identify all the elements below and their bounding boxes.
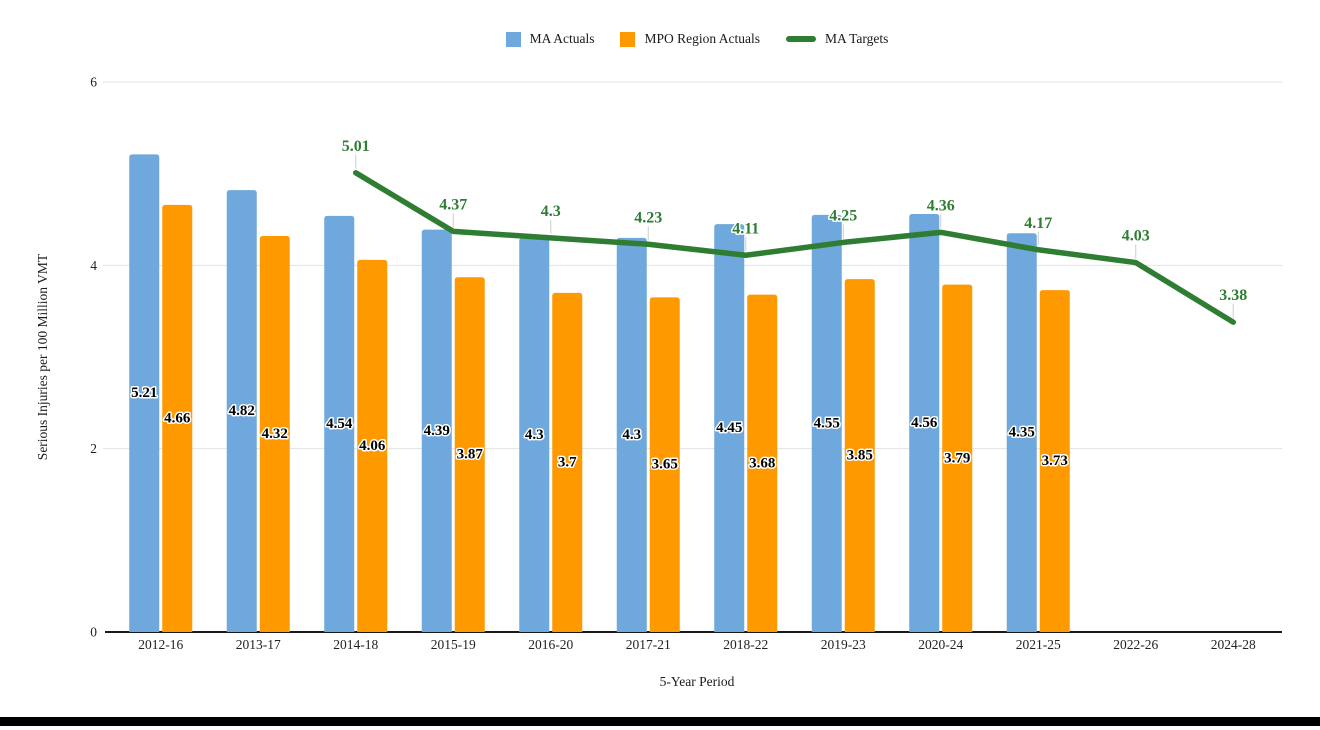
y-tick-label: 2 (90, 441, 97, 456)
x-tick-label: 2018-22 (723, 637, 768, 652)
bar-value-label: 5.21 (131, 385, 157, 401)
bar-value-label: 4.45 (716, 420, 742, 436)
bar-value-label: 4.82 (229, 403, 255, 419)
bar-mpo-region-actuals (259, 236, 290, 632)
legend-label: MA Actuals (529, 31, 595, 46)
x-tick-label: 2013-17 (236, 637, 281, 652)
legend-swatch (505, 31, 521, 47)
bar-value-label: 4.32 (262, 426, 288, 442)
bar-value-label: 3.79 (944, 450, 970, 466)
legend-label: MA Targets (824, 31, 889, 46)
bar-ma-actuals (226, 190, 257, 632)
bar-value-label: 4.66 (164, 410, 191, 426)
target-value-label: 4.25 (829, 207, 857, 224)
target-value-label: 4.23 (634, 209, 662, 226)
x-tick-label: 2022-26 (1113, 637, 1158, 652)
target-value-label: 4.11 (732, 220, 759, 237)
target-value-label: 4.37 (439, 196, 467, 213)
bar-mpo-region-actuals (649, 297, 680, 632)
bar-ma-actuals (129, 154, 160, 632)
bar-mpo-region-actuals (162, 204, 193, 632)
x-tick-label: 2015-19 (431, 637, 476, 652)
bar-value-label: 4.35 (1009, 425, 1035, 441)
legend-label: MPO Region Actuals (644, 31, 760, 46)
legend-item-ma-actuals: MA Actuals (505, 31, 595, 47)
bar-value-label: 4.06 (359, 438, 386, 454)
x-tick-label: 2017-21 (626, 637, 671, 652)
ma-targets-line (353, 170, 1236, 325)
bar-value-label: 4.55 (814, 415, 840, 431)
bar-mpo-region-actuals (844, 279, 875, 632)
x-axis-title: 5-Year Period (659, 674, 735, 689)
target-value-label: 4.36 (927, 197, 955, 214)
legend-line-swatch (785, 36, 816, 42)
bar-ma-actuals (519, 237, 550, 633)
bar-value-label: 4.3 (525, 427, 544, 443)
y-tick-label: 4 (90, 258, 97, 273)
bar-value-label: 3.87 (457, 447, 484, 463)
bar-ma-actuals (616, 237, 647, 633)
y-tick-label: 0 (90, 625, 97, 640)
bar-ma-actuals (324, 215, 355, 633)
y-tick-label: 6 (90, 75, 97, 90)
x-tick-label: 2024-28 (1211, 637, 1256, 652)
x-tick-label: 2016-20 (528, 637, 573, 652)
bar-value-label: 3.65 (652, 457, 678, 473)
legend-item-mpo-region-actuals: MPO Region Actuals (620, 31, 760, 47)
x-tick-label: 2014-18 (333, 637, 378, 652)
x-tick-label: 2021-25 (1016, 637, 1061, 652)
target-value-label: 3.38 (1219, 287, 1247, 304)
bar-value-label: 3.85 (847, 448, 873, 464)
bar-mpo-region-actuals (357, 259, 388, 632)
bar-ma-actuals (811, 214, 842, 632)
bar-mpo-region-actuals (454, 277, 485, 632)
x-tick-label: 2012-16 (138, 637, 183, 652)
target-value-label: 4.3 (541, 203, 561, 220)
bar-mpo-region-actuals (747, 294, 778, 632)
bar-mpo-region-actuals (552, 292, 583, 632)
bar-value-label: 4.54 (326, 416, 353, 432)
bar-ma-actuals (909, 214, 940, 632)
target-value-label: 4.17 (1024, 215, 1052, 232)
y-axis-title: Serious Injuries per 100 Million VMT (35, 253, 50, 461)
x-tick-label: 2020-24 (918, 637, 963, 652)
bar-value-label: 3.7 (558, 454, 577, 470)
bar-value-label: 3.73 (1042, 453, 1068, 469)
bar-ma-actuals (1006, 233, 1037, 632)
bar-mpo-region-actuals (942, 284, 973, 632)
bar-value-label: 4.39 (424, 423, 450, 439)
legend-item-ma-targets: MA Targets (785, 31, 889, 47)
bar-value-label: 4.3 (622, 427, 641, 443)
bar-mpo-region-actuals (1039, 290, 1070, 632)
target-value-label: 4.03 (1122, 228, 1150, 245)
bar-ma-actuals (714, 224, 745, 633)
legend-swatch (620, 31, 636, 47)
plot-svg: 0 2 4 6 2012-16 2013-17 2014-18 2015-19 2016-20 2… (90, 75, 1282, 652)
bar-value-label: 4.56 (911, 415, 938, 431)
bar-ma-actuals (421, 229, 452, 633)
bar-value-label: 3.68 (749, 455, 775, 471)
bottom-border-bar (0, 717, 1320, 726)
legend: MA Actuals MPO Region Actuals MA Targets (112, 31, 1282, 47)
x-tick-label: 2019-23 (821, 637, 866, 652)
target-value-label: 5.01 (342, 138, 370, 155)
